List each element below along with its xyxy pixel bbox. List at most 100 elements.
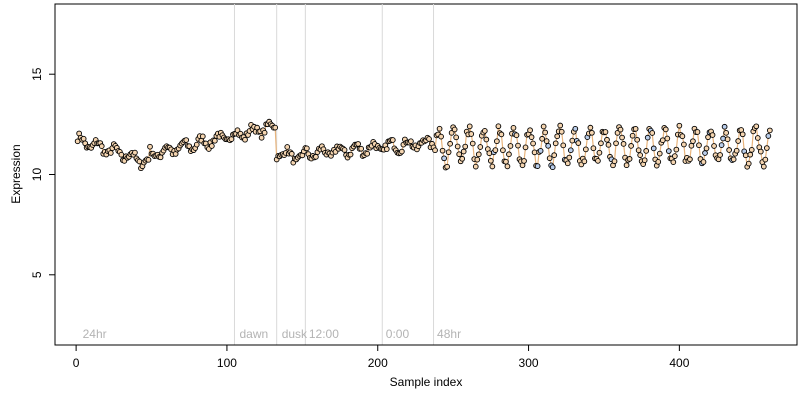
data-point xyxy=(620,141,627,147)
data-point xyxy=(596,149,603,156)
data-point xyxy=(687,156,693,163)
data-point xyxy=(688,142,695,149)
data-point xyxy=(733,147,740,154)
data-point xyxy=(313,153,319,160)
data-point xyxy=(288,150,295,157)
data-point xyxy=(552,140,559,147)
data-point xyxy=(475,151,482,158)
data-point xyxy=(763,145,770,151)
data-point xyxy=(439,147,446,154)
data-point xyxy=(664,135,671,142)
data-point xyxy=(147,143,153,150)
data-point xyxy=(551,152,558,158)
data-point xyxy=(735,138,742,144)
annotations: 24hr dawn dusk 12:00 0:00 48hr xyxy=(83,327,461,341)
data-point xyxy=(760,163,767,170)
data-point xyxy=(466,123,473,130)
data-point xyxy=(655,159,662,165)
data-point xyxy=(723,129,729,136)
data-point xyxy=(543,138,550,144)
data-point xyxy=(98,143,105,149)
data-point xyxy=(705,134,711,141)
data-point xyxy=(495,123,502,130)
data-point xyxy=(569,137,576,144)
data-point xyxy=(355,141,361,147)
data-point xyxy=(662,126,669,133)
data-point xyxy=(132,149,138,156)
x-tick-label: 200 xyxy=(368,356,388,370)
data-point xyxy=(572,125,579,132)
data-point xyxy=(703,145,710,152)
data-point xyxy=(383,146,390,152)
data-point xyxy=(711,143,717,149)
data-point xyxy=(747,151,754,158)
data-point xyxy=(702,150,708,156)
data-point xyxy=(469,140,476,147)
data-point xyxy=(474,156,481,163)
data-point xyxy=(513,132,520,139)
data-point xyxy=(656,150,663,157)
data-point xyxy=(637,152,644,158)
data-point xyxy=(757,148,764,155)
data-point xyxy=(696,142,702,149)
x-tick-label: 100 xyxy=(217,356,237,370)
data-point xyxy=(80,135,87,142)
data-point xyxy=(671,153,678,159)
data-point xyxy=(724,136,731,143)
data-point xyxy=(451,126,458,133)
data-point xyxy=(589,129,595,136)
annotation-label: 0:00 xyxy=(386,327,410,341)
data-point xyxy=(487,157,494,164)
data-point xyxy=(539,135,545,142)
y-tick-label: 5 xyxy=(30,271,44,278)
data-point xyxy=(617,126,624,133)
data-point xyxy=(261,129,268,136)
data-point xyxy=(721,123,728,130)
data-point xyxy=(726,147,732,153)
data-point xyxy=(341,147,348,153)
data-point xyxy=(720,135,726,142)
data-point xyxy=(634,136,640,143)
data-point xyxy=(347,151,354,158)
data-point xyxy=(445,149,452,156)
data-point xyxy=(623,162,630,169)
data-point xyxy=(643,148,650,154)
data-point xyxy=(272,124,279,131)
data-point xyxy=(242,136,248,143)
data-point xyxy=(540,123,547,130)
y-axis: 5 10 15 xyxy=(30,67,56,278)
data-point xyxy=(444,163,450,170)
annotation-label: dusk xyxy=(282,327,308,341)
data-point xyxy=(754,135,761,141)
data-point xyxy=(515,142,521,149)
data-point xyxy=(500,147,506,154)
data-point xyxy=(557,122,564,129)
vertical-reference-lines xyxy=(233,4,435,345)
data-point xyxy=(399,148,405,155)
y-tick-label: 10 xyxy=(30,168,44,182)
data-point xyxy=(613,140,619,147)
data-point xyxy=(709,132,716,138)
data-point xyxy=(717,152,723,158)
data-point xyxy=(483,136,490,143)
data-point xyxy=(481,128,488,134)
data-point xyxy=(456,151,463,158)
data-point xyxy=(611,158,618,165)
data-point xyxy=(767,127,773,134)
data-point xyxy=(575,140,582,146)
data-point xyxy=(673,146,680,153)
data-point xyxy=(494,138,500,145)
data-point xyxy=(459,155,466,162)
data-point xyxy=(558,128,565,135)
x-tick-label: 400 xyxy=(669,356,689,370)
data-point xyxy=(486,150,493,157)
data-point xyxy=(598,140,604,147)
data-point xyxy=(670,159,677,166)
data-point xyxy=(489,163,496,170)
data-point xyxy=(641,157,648,164)
data-point xyxy=(527,127,533,134)
data-point xyxy=(753,123,760,130)
data-point xyxy=(408,138,414,145)
data-point xyxy=(258,134,265,141)
data-point xyxy=(583,146,589,153)
